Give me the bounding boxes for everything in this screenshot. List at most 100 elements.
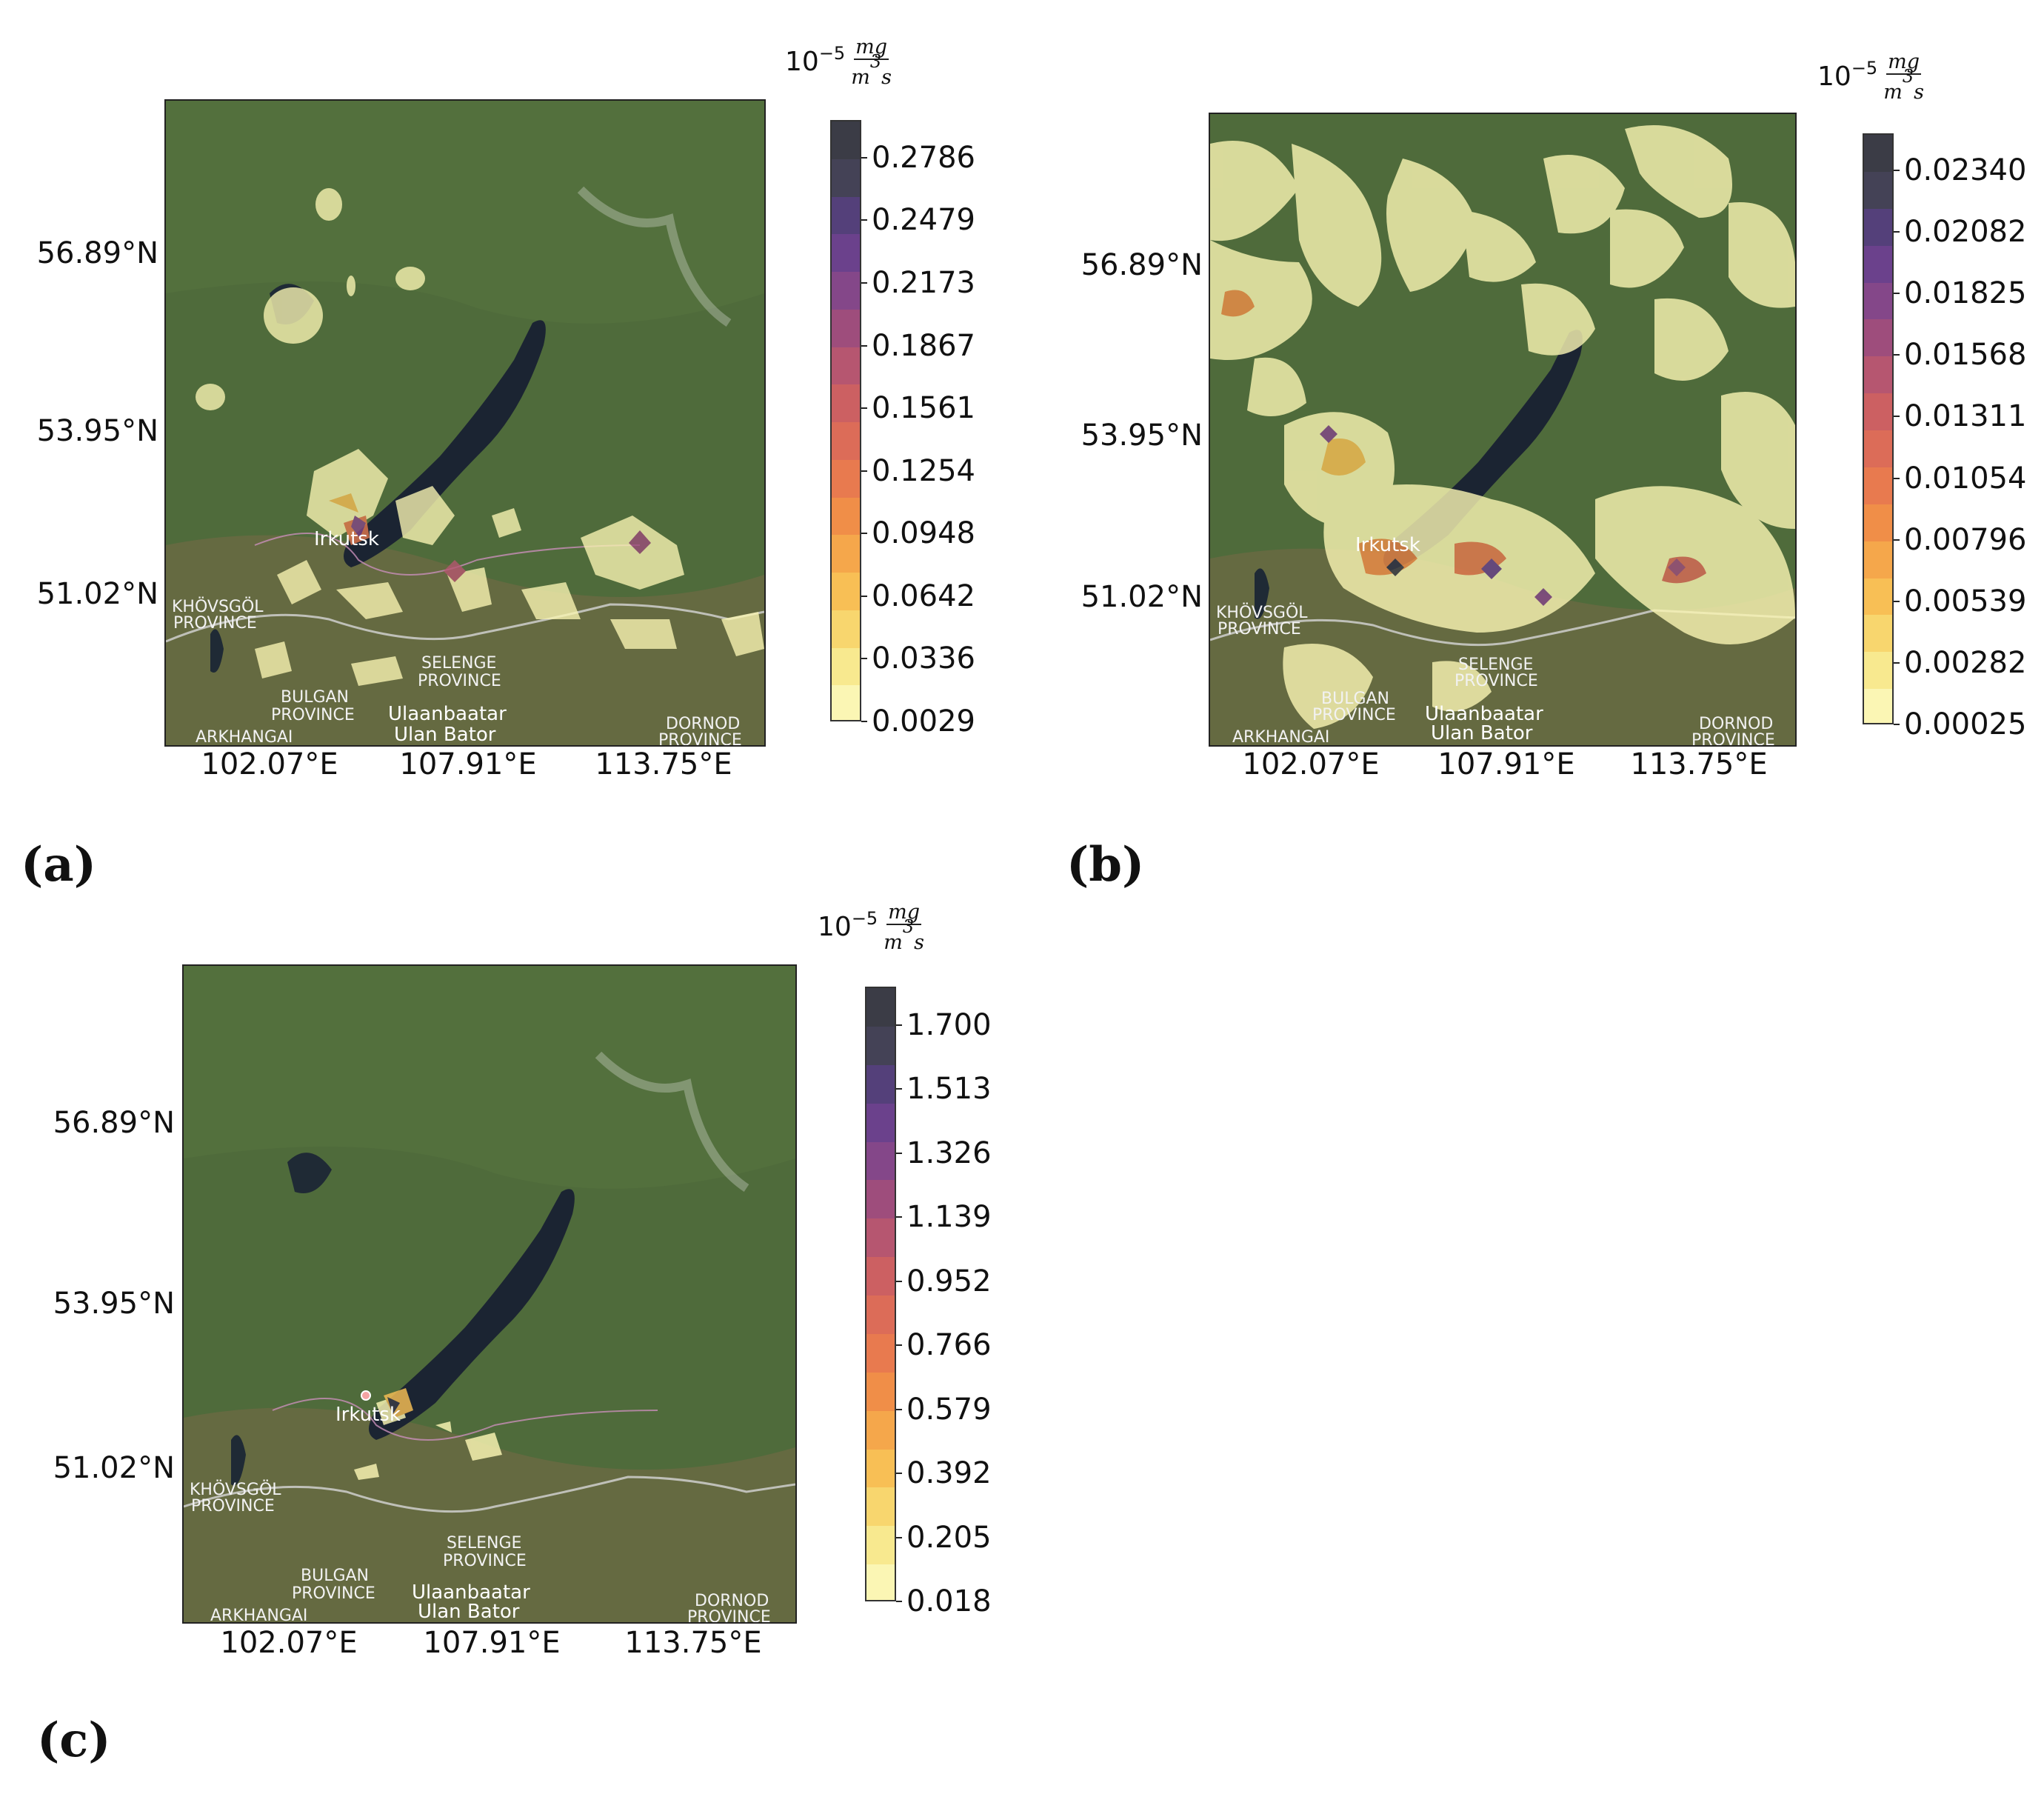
colorbar-tickmark — [896, 1473, 902, 1475]
colorbar-tick-label: 0.205 — [906, 1520, 992, 1555]
lon-tick-b-1: 102.07°E — [1242, 747, 1380, 781]
label-dornod-2: PROVINCE — [658, 731, 742, 745]
colorbar-tick-label: 1.700 — [906, 1007, 992, 1042]
label-khovsgol-2: PROVINCE — [173, 614, 257, 633]
colorbar-tick-label: 1.326 — [906, 1136, 992, 1170]
colorbar-segment — [832, 422, 860, 460]
label-khovsgol-c-1: KHÖVSGÖL — [190, 1480, 281, 1499]
colorbar-tick-label: 0.01825 — [1904, 276, 2027, 311]
colorbar-tickmark — [861, 595, 867, 597]
colorbar-tickmark — [896, 1280, 902, 1282]
colorbar-segment — [866, 1487, 895, 1527]
colorbar-tickmark — [861, 407, 867, 410]
lat-tick-b-2: 53.95°N — [1081, 419, 1203, 453]
colorbar-segment — [832, 272, 860, 310]
colorbar-tick-label: 0.00796 — [1904, 522, 2027, 557]
colorbar-segment — [866, 1218, 895, 1258]
colorbar-tick-label: 0.01311 — [1904, 399, 2027, 434]
colorbar-tickmark — [1894, 293, 1900, 295]
colorbar-segment — [1864, 578, 1892, 616]
emission-overlay-c — [354, 1388, 502, 1480]
map-c: Irkutsk KHÖVSGÖL PROVINCE SELENGE PROVIN… — [182, 964, 797, 1624]
lat-tick-c-1: 56.89°N — [53, 1106, 175, 1140]
colorbar-segment — [832, 234, 860, 272]
map-a: Irkutsk KHÖVSGÖL PROVINCE SELENGE PROVIN… — [164, 99, 766, 747]
colorbar-tick-label: 0.02082 — [1904, 215, 2027, 249]
lon-tick-c-1: 102.07°E — [220, 1626, 358, 1660]
colorbar-tick-label: 0.2786 — [872, 140, 975, 175]
map-b: Irkutsk KHÖVSGÖL PROVINCE SELENGE PROVIN… — [1209, 113, 1797, 747]
colorbar-tick-label: 0.0336 — [872, 641, 975, 676]
lon-tick-b-2: 107.91°E — [1437, 747, 1575, 781]
colorbar-tick-label: 0.1867 — [872, 328, 975, 363]
emission-overlay-b — [1210, 125, 1795, 729]
label-selenge-b-2: PROVINCE — [1454, 672, 1538, 690]
label-ulaanbaatar-b-1: Ulaanbaatar — [1425, 703, 1543, 725]
panel-label-a: (a) — [21, 837, 97, 893]
label-ulaanbaatar-1: Ulaanbaatar — [388, 703, 507, 725]
colorbar-tick-label: 0.01568 — [1904, 338, 2027, 373]
colorbar-tickmark — [861, 658, 867, 660]
label-ulaanbaatar-b-2: Ulan Bator — [1431, 722, 1533, 744]
colorbar-segment — [832, 610, 860, 648]
colorbar-tickmark — [896, 1344, 902, 1347]
label-irkutsk-b: Irkutsk — [1355, 534, 1420, 556]
panel-label-b: (b) — [1066, 837, 1145, 893]
colorbar-tickmark — [861, 721, 867, 722]
lon-tick-a-1: 102.07°E — [201, 747, 338, 781]
label-ulaanbaatar-2: Ulan Bator — [394, 724, 496, 745]
colorbar-segment — [1864, 541, 1892, 578]
colorbar-segment — [1864, 393, 1892, 430]
colorbar-tick-label: 1.139 — [906, 1200, 992, 1235]
colorbar-segment — [832, 121, 860, 159]
colorbar-tickmark — [896, 1408, 902, 1410]
unit-label-c: 10 −5 mg m3s — [818, 901, 924, 954]
label-ulaanbaatar-c-2: Ulan Bator — [418, 1601, 520, 1622]
label-dornod-c-2: PROVINCE — [687, 1608, 771, 1622]
colorbar-tick-label: 1.513 — [906, 1072, 992, 1107]
colorbar-tickmark — [896, 1536, 902, 1538]
colorbar-tick-label: 0.2173 — [872, 265, 975, 300]
label-selenge-2: PROVINCE — [418, 672, 501, 690]
lat-tick-b-3: 51.02°N — [1081, 580, 1203, 614]
colorbar-segment — [1864, 171, 1892, 209]
colorbar-segment — [1864, 504, 1892, 541]
colorbar-tickmark — [1894, 724, 1900, 725]
map-c-svg: Irkutsk KHÖVSGÖL PROVINCE SELENGE PROVIN… — [184, 966, 795, 1622]
lon-tick-a-2: 107.91°E — [399, 747, 537, 781]
colorbar-segment — [832, 159, 860, 197]
label-dornod-b-2: PROVINCE — [1691, 731, 1775, 745]
label-khovsgol-c-2: PROVINCE — [191, 1497, 275, 1515]
colorbar-tickmark — [861, 533, 867, 535]
colorbar-tick-label: 0.018 — [906, 1584, 992, 1618]
colorbar-segment — [866, 1064, 895, 1104]
colorbar-segment — [866, 1296, 895, 1334]
colorbar-tickmark — [861, 344, 867, 347]
colorbar-tick-label: 0.1254 — [872, 453, 975, 488]
map-a-svg: Irkutsk KHÖVSGÖL PROVINCE SELENGE PROVIN… — [166, 101, 764, 745]
lon-tick-b-3: 113.75°E — [1630, 747, 1768, 781]
colorbar-segment — [866, 988, 895, 1027]
lat-tick-c-3: 51.02°N — [53, 1451, 175, 1485]
colorbar-tick-label: 0.02340 — [1904, 153, 2027, 187]
lake-baikal — [344, 320, 546, 567]
colorbar-tick-label: 0.579 — [906, 1392, 992, 1427]
colorbar-tick-label: 0.392 — [906, 1456, 992, 1491]
colorbar-tick-label: 0.00539 — [1904, 584, 2027, 618]
colorbar-tick-label: 0.0948 — [872, 516, 975, 551]
colorbar-tickmark — [1894, 354, 1900, 356]
colorbar-segment — [1864, 208, 1892, 246]
colorbar-tickmark — [1894, 538, 1900, 541]
lon-tick-c-3: 113.75°E — [624, 1626, 762, 1660]
colorbar-tickmark — [1894, 600, 1900, 602]
label-arkhangai-b: ARKHANGAI — [1232, 728, 1329, 745]
colorbar-tick-label: 0.766 — [906, 1328, 992, 1363]
label-dornod-b-1: DORNOD — [1699, 715, 1773, 733]
colorbar-segment — [866, 1410, 895, 1450]
lat-tick-a-1: 56.89°N — [36, 236, 158, 270]
colorbar-tickmark — [861, 156, 867, 159]
colorbar-segment — [1864, 467, 1892, 504]
colorbar-tickmark — [861, 219, 867, 221]
label-arkhangai-c: ARKHANGAI — [210, 1607, 307, 1622]
colorbar-tickmark — [1894, 169, 1900, 171]
